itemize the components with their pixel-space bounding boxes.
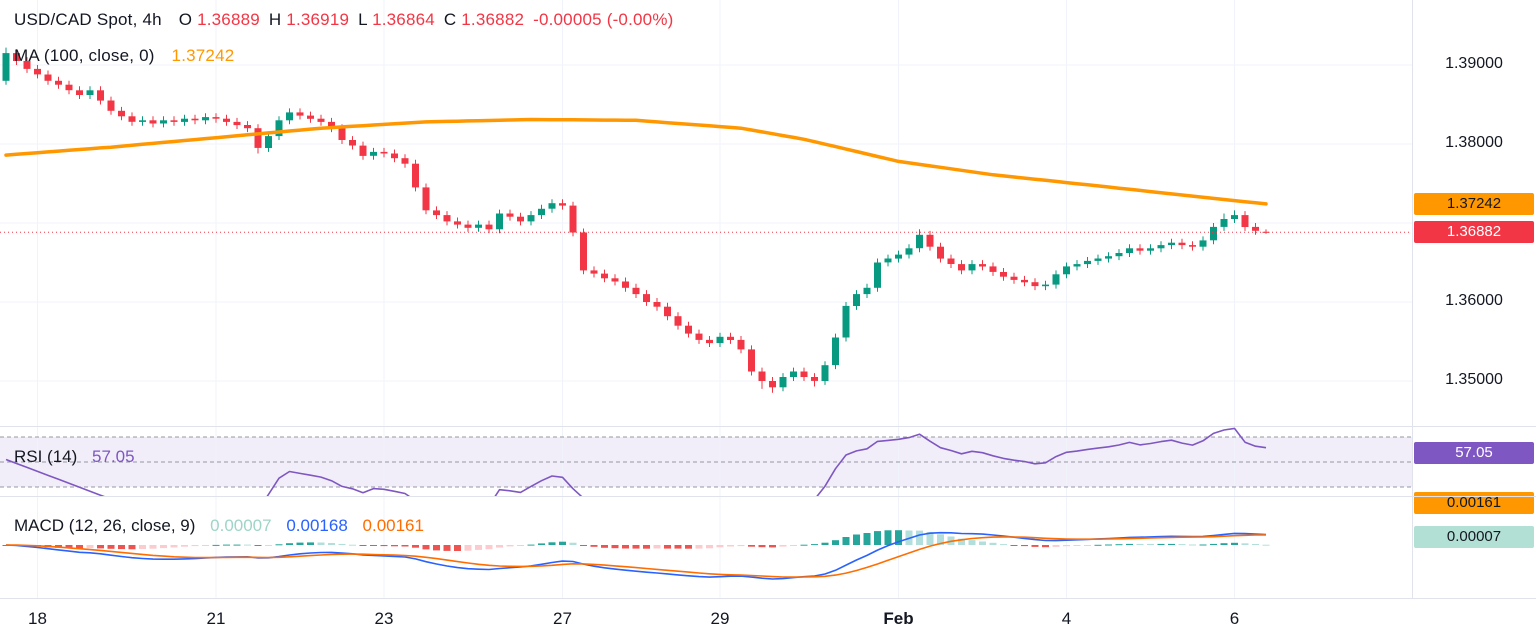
macd-hist-value: 0.00007: [210, 516, 272, 535]
macd-signal-badge: 0.00161: [1414, 492, 1534, 514]
high-value: 1.36919: [286, 10, 350, 29]
last-price-badge: 1.36882: [1414, 221, 1534, 244]
change-value: -0.00005 (-0.00%): [533, 10, 674, 29]
candles: [2, 47, 1270, 393]
macd-signal-value: 0.00161: [362, 516, 424, 535]
price-scale-label: 1.36000: [1445, 292, 1503, 309]
rsi-legend[interactable]: RSI (14) 57.05: [14, 447, 145, 467]
open-label: O: [178, 10, 193, 29]
price-axis-separator: [1412, 0, 1413, 598]
time-tick-label: 21: [206, 609, 226, 628]
symbol-legend[interactable]: USD/CAD Spot, 4h O 1.36889 H 1.36919 L 1…: [14, 10, 678, 30]
ma-price-badge: 1.37242: [1414, 192, 1534, 215]
macd-label: MACD (12, 26, close, 9): [14, 516, 196, 535]
symbol-title: USD/CAD Spot, 4h: [14, 10, 162, 29]
macd-line-value: 0.00168: [286, 516, 348, 535]
pane-separator[interactable]: [0, 426, 1536, 427]
time-axis-separator: [0, 598, 1536, 599]
rsi-panel[interactable]: [0, 427, 1412, 496]
macd-legend[interactable]: MACD (12, 26, close, 9) 0.00007 0.00168 …: [14, 516, 434, 536]
macd-signal-line[interactable]: [5, 534, 1267, 578]
rsi-line[interactable]: [5, 427, 1267, 496]
close-label: C: [443, 10, 457, 29]
time-tick-label: 23: [374, 609, 394, 628]
rsi-value-badge: 57.05: [1414, 442, 1534, 465]
time-tick-label: 18: [28, 609, 47, 628]
ma-legend[interactable]: MA (100, close, 0) 1.37242: [14, 46, 238, 66]
price-scale-label: 1.35000: [1445, 371, 1503, 388]
high-label: H: [268, 10, 282, 29]
open-value: 1.36889: [197, 10, 260, 29]
time-tick-label: Feb: [883, 609, 914, 628]
price-scale-label: 1.38000: [1445, 134, 1503, 151]
time-tick-label: 6: [1229, 609, 1240, 628]
macd-panel[interactable]: [0, 497, 1412, 598]
low-value: 1.36864: [372, 10, 435, 29]
time-tick-label: 29: [710, 609, 730, 628]
rsi-label: RSI (14): [14, 447, 78, 466]
rsi-value: 57.05: [92, 447, 135, 466]
low-label: L: [358, 10, 368, 29]
close-value: 1.36882: [461, 10, 525, 29]
time-tick-label: 27: [553, 609, 572, 628]
ma-value: 1.37242: [171, 46, 235, 65]
pane-separator[interactable]: [0, 496, 1536, 497]
price-scale-label: 1.39000: [1445, 55, 1503, 72]
ma-line[interactable]: [4, 117, 1268, 206]
time-tick-label: 4: [1061, 609, 1072, 628]
macd-hist-badge: 0.00007: [1414, 526, 1534, 548]
ma-label: MA (100, close, 0): [14, 46, 155, 65]
main-chart-panel[interactable]: [0, 0, 1412, 426]
